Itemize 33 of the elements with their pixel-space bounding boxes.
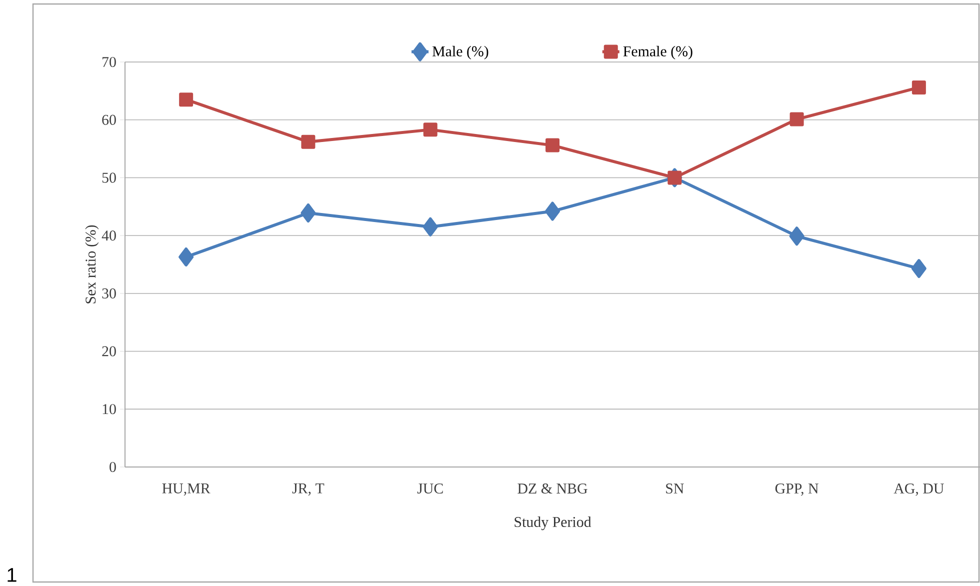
x-tick-label: JR, T bbox=[292, 484, 324, 496]
point bbox=[545, 202, 560, 221]
y-tick-label: 60 bbox=[102, 114, 116, 125]
point bbox=[790, 112, 804, 126]
point bbox=[301, 134, 316, 149]
x-tick-label: DZ & NBG bbox=[518, 484, 588, 494]
y-tick-label: 20 bbox=[102, 346, 116, 356]
point bbox=[423, 122, 438, 137]
point bbox=[546, 138, 560, 152]
point bbox=[300, 203, 316, 222]
x-axis-title: Study Period bbox=[514, 516, 592, 530]
legend-label: Female (%) bbox=[623, 46, 692, 60]
legend-label: Male (%) bbox=[432, 46, 488, 60]
point bbox=[179, 92, 194, 107]
x-tick-label: AG, DU bbox=[894, 484, 944, 496]
point bbox=[789, 226, 804, 246]
point bbox=[422, 217, 438, 236]
x-tick-label: GPP, N bbox=[775, 484, 818, 496]
x-tick-label: SN bbox=[666, 484, 684, 494]
y-tick-label: 0 bbox=[110, 462, 116, 472]
point bbox=[178, 247, 194, 266]
y-tick-label: 10 bbox=[102, 404, 116, 414]
point bbox=[668, 170, 682, 185]
y-tick-label: 70 bbox=[102, 56, 116, 68]
y-tick-label: 50 bbox=[102, 172, 116, 183]
point bbox=[911, 259, 926, 278]
y-tick-label: 40 bbox=[102, 230, 116, 241]
y-axis-title: Sex ratio (%) bbox=[85, 225, 99, 304]
y-tick-label: 30 bbox=[102, 288, 116, 298]
x-tick-label: JUC bbox=[417, 484, 443, 494]
x-tick-label: HU,MR bbox=[162, 484, 210, 496]
point bbox=[912, 80, 926, 94]
text: 1 bbox=[8, 568, 16, 582]
